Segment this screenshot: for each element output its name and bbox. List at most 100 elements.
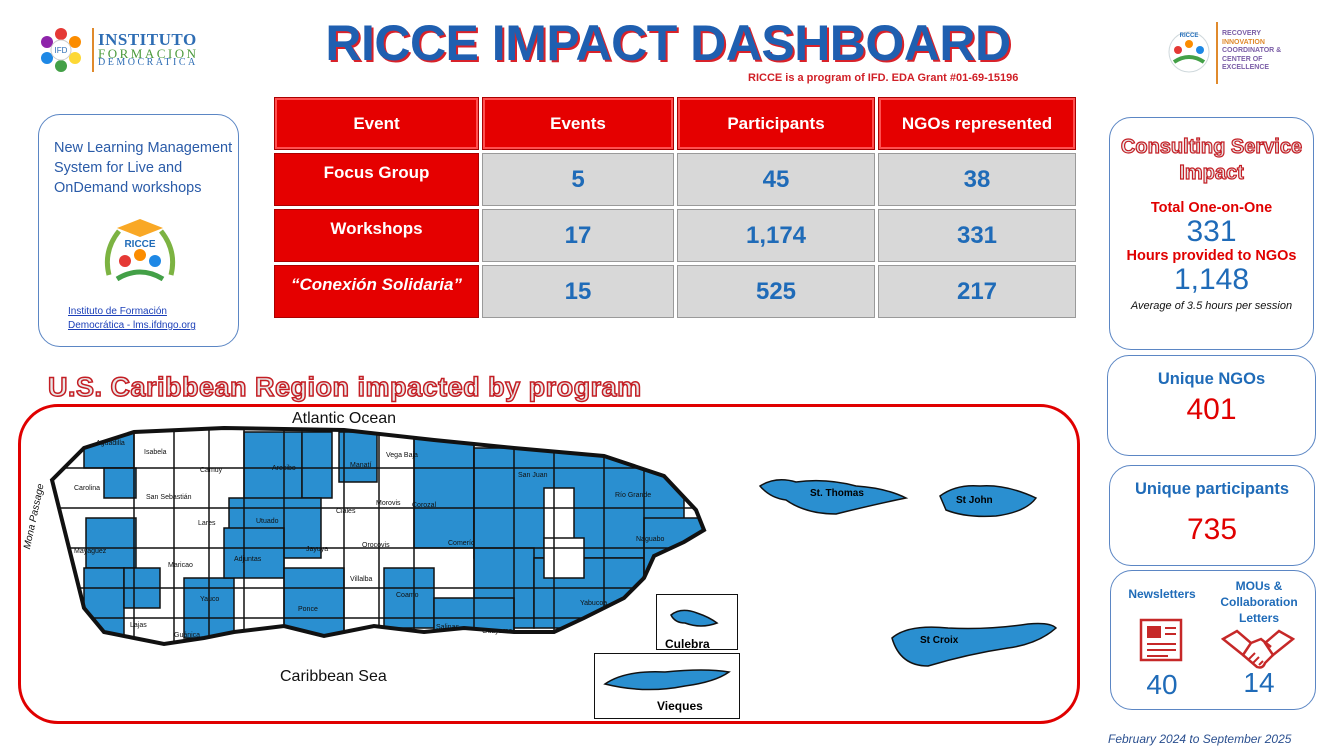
map-frame xyxy=(18,404,1080,724)
ifd-logo: IFD INSTITUTO FORMACION DEMOCRATICA xyxy=(36,24,226,80)
mous-value: 14 xyxy=(1243,667,1275,698)
st-croix-label: St Croix xyxy=(920,635,959,646)
ricce-logo: RICCE RECOVERY INNOVATION COORDINATOR & … xyxy=(1166,22,1306,84)
municipality-label: Río Grande xyxy=(615,492,652,499)
table-row: “Conexión Solidaria” 15 525 217 xyxy=(274,265,1076,318)
cell-events: 15 xyxy=(482,265,674,318)
municipality-label: Ponce xyxy=(298,606,318,613)
municipality-label: Guayama xyxy=(482,628,513,635)
cell-participants: 45 xyxy=(677,153,875,206)
st-croix-map xyxy=(891,622,1058,667)
unique-ngos-card: Unique NGOs 401 xyxy=(1107,355,1316,456)
ifd-logo-line2: FORMACION xyxy=(98,46,199,61)
vieques-inset: Vieques xyxy=(594,653,740,719)
consulting-title: Consulting Service Impact xyxy=(1120,135,1303,184)
municipality-label: San Juan xyxy=(518,472,548,479)
municipality-label: Maricao xyxy=(168,562,193,569)
municipality-label: Comerío xyxy=(448,540,475,547)
consulting-impact-card: Consulting Service Impact Total One-on-O… xyxy=(1109,117,1314,350)
ifd-flower-icon: IFD xyxy=(41,28,81,72)
municipality-label: Mayagüez xyxy=(74,548,107,555)
municipality-label: Villalba xyxy=(350,576,373,583)
municipality-label: Adjuntas xyxy=(234,556,262,563)
municipality-label: Ciales xyxy=(336,508,356,515)
ricce-laurel-icon: RICCE xyxy=(104,219,176,282)
municipality-label: Salinas xyxy=(436,624,459,631)
vieques-label: Vieques xyxy=(657,699,703,713)
total-one-on-one-label: Total One-on-One xyxy=(1150,200,1273,216)
municipality-label: Arecibo xyxy=(272,465,296,472)
table-row: Workshops 17 1,174 331 xyxy=(274,209,1076,262)
culebra-label: Culebra xyxy=(665,637,710,651)
municipality-label: Yabucoa xyxy=(580,600,608,607)
unique-participants-value: 735 xyxy=(1186,513,1238,546)
puerto-rico-map xyxy=(49,425,707,647)
table-row: Focus Group 5 45 38 xyxy=(274,153,1076,206)
grant-subtitle: RICCE is a program of IFD. EDA Grant #01… xyxy=(748,72,1019,84)
col-header-events: Events xyxy=(482,97,674,150)
ifd-logo-line1: INSTITUTO xyxy=(98,30,197,49)
st-thomas-label: St. Thomas xyxy=(810,488,864,499)
col-header-ngos: NGOs represented xyxy=(878,97,1076,150)
municipality-label: Morovis xyxy=(376,500,401,507)
municipality-label: Carolina xyxy=(74,485,101,492)
page-title: RICCE IMPACT DASHBOARD xyxy=(325,15,1011,71)
ifd-logo-line3: DEMOCRATICA xyxy=(98,57,198,68)
hours-label: Hours provided to NGOs xyxy=(1126,248,1297,264)
municipality-label: Lajas xyxy=(130,622,147,629)
newsletters-value: 40 xyxy=(1146,669,1178,700)
culebra-inset: Culebra xyxy=(656,594,738,651)
municipality-label: Aguadilla xyxy=(96,440,125,447)
municipality-label: Corozal xyxy=(412,502,437,509)
municipality-label: Yauco xyxy=(200,596,220,603)
table-header-row: Event Events Participants NGOs represent… xyxy=(274,97,1076,150)
unique-ngos-label: Unique NGOs xyxy=(1157,370,1266,388)
municipality-label: Guánica xyxy=(174,632,201,639)
municipality-label: Vega Baja xyxy=(386,452,418,459)
region-title: U.S. Caribbean Region impacted by progra… xyxy=(47,371,642,403)
municipality-label: Manatí xyxy=(350,462,372,469)
cell-events: 17 xyxy=(482,209,674,262)
stats-table: Event Events Participants NGOs represent… xyxy=(271,94,1079,321)
newspaper-icon xyxy=(1139,618,1183,662)
vieques-shape xyxy=(603,669,731,691)
row-label: “Conexión Solidaria” xyxy=(274,265,479,318)
municipality-label: Camuy xyxy=(200,467,223,474)
municipality-label: Naguabo xyxy=(636,536,665,543)
cell-participants: 525 xyxy=(677,265,875,318)
lms-description: New Learning Management System for Live … xyxy=(54,140,233,196)
lms-badge-text: RICCE xyxy=(124,239,155,250)
municipality-label: Isabela xyxy=(144,449,167,456)
total-one-on-one-value: 331 xyxy=(1186,215,1237,248)
municipality-label: Lares xyxy=(198,520,216,527)
municipality-label: Utuado xyxy=(256,518,279,525)
date-range: February 2024 to September 2025 xyxy=(1108,732,1292,746)
cell-events: 5 xyxy=(482,153,674,206)
ifd-badge-text: IFD xyxy=(55,46,68,55)
lms-link[interactable]: Instituto de Formación Democrática - lms… xyxy=(68,306,196,331)
cell-ngos: 217 xyxy=(878,265,1076,318)
cell-participants: 1,174 xyxy=(677,209,875,262)
lms-card: New Learning Management System for Live … xyxy=(38,114,239,347)
unique-participants-label: Unique participants xyxy=(1134,480,1290,498)
st-thomas-st-john-map xyxy=(758,479,1038,518)
newsletters-label: Newsletters xyxy=(1128,587,1196,601)
mous-label: MOUs & Collaboration Letters xyxy=(1220,579,1298,625)
hours-value: 1,148 xyxy=(1173,263,1250,296)
cell-ngos: 331 xyxy=(878,209,1076,262)
municipality-label: Orocovis xyxy=(362,542,390,549)
st-john-label: St John xyxy=(956,495,993,506)
ricce-badge-text: RICCE xyxy=(1180,33,1199,39)
unique-ngos-value: 401 xyxy=(1186,393,1237,426)
col-header-event: Event xyxy=(274,97,479,150)
cell-ngos: 38 xyxy=(878,153,1076,206)
row-label: Focus Group xyxy=(274,153,479,206)
atlantic-ocean-label: Atlantic Ocean xyxy=(292,410,397,427)
unique-participants-card: Unique participants 735 xyxy=(1109,465,1315,566)
municipality-label: Coamo xyxy=(396,592,419,599)
col-header-participants: Participants xyxy=(677,97,875,150)
row-label: Workshops xyxy=(274,209,479,262)
average-note: Average of 3.5 hours per session xyxy=(1130,300,1293,312)
caribbean-sea-label: Caribbean Sea xyxy=(280,668,387,685)
handshake-icon xyxy=(1221,629,1295,669)
